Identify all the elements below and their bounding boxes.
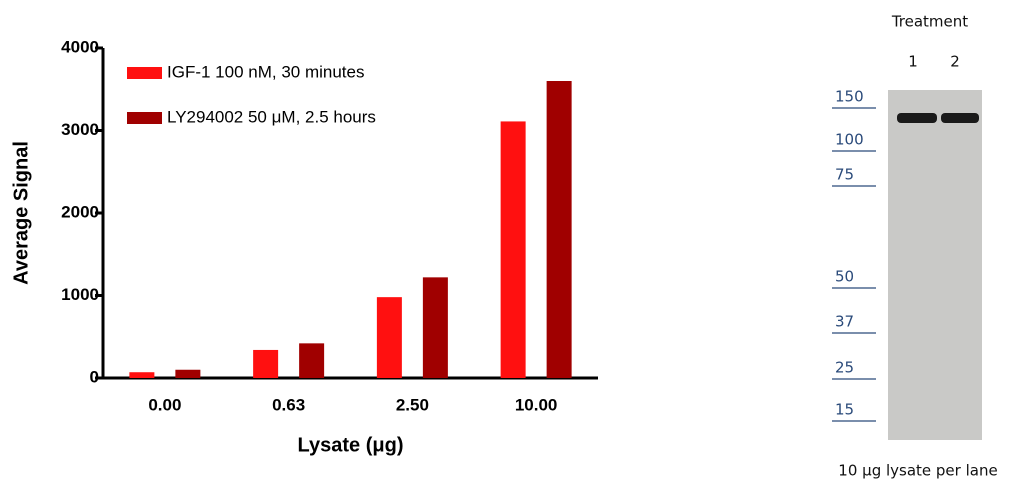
lane-label: 1 (908, 53, 918, 71)
page: 0 1000 2000 3000 4000 0.00 0.63 2.50 10.00 IGF-1 … (0, 0, 1026, 487)
marker-label: 15 (835, 401, 854, 419)
marker-label: 100 (835, 131, 864, 149)
marker-label: 37 (835, 313, 854, 331)
marker-label: 25 (835, 359, 854, 377)
y-tick-label: 1000 (61, 285, 99, 304)
bar (299, 343, 324, 378)
legend-swatch (127, 112, 162, 124)
marker-label: 50 (835, 268, 854, 286)
lane-label: 2 (950, 53, 960, 71)
chart: 0 1000 2000 3000 4000 0.00 0.63 2.50 10.00 IGF-1 … (10, 37, 598, 456)
bar (501, 121, 526, 378)
marker-label: 75 (835, 166, 854, 184)
legend-swatch (127, 67, 162, 79)
bar (175, 370, 200, 378)
x-tick-label: 0.63 (272, 395, 305, 414)
blot-membrane (888, 90, 982, 440)
western-blot: Treatment 1 2 10 µg lysate per lane 150 1… (832, 13, 998, 480)
x-tick-label: 2.50 (396, 395, 429, 414)
x-axis-title: Lysate (μg) (298, 434, 404, 456)
y-tick-label: 3000 (61, 120, 99, 139)
x-tick-label: 10.00 (515, 395, 558, 414)
bar (377, 297, 402, 378)
bar (129, 372, 154, 378)
bar (423, 277, 448, 378)
y-tick-label: 2000 (61, 202, 99, 221)
legend-label: LY294002 50 μM, 2.5 hours (167, 107, 376, 126)
y-tick-label: 4000 (61, 37, 99, 56)
blot-band (897, 113, 937, 123)
bar (547, 81, 572, 378)
bar (253, 350, 278, 378)
marker-label: 150 (835, 88, 864, 106)
y-axis-title: Average Signal (10, 141, 32, 285)
legend-label: IGF-1 100 nM, 30 minutes (167, 62, 364, 81)
y-tick-label: 0 (90, 367, 99, 386)
blot-band (941, 113, 979, 123)
blot-title: Treatment (891, 13, 968, 31)
blot-caption: 10 µg lysate per lane (838, 462, 997, 480)
x-tick-label: 0.00 (148, 395, 181, 414)
